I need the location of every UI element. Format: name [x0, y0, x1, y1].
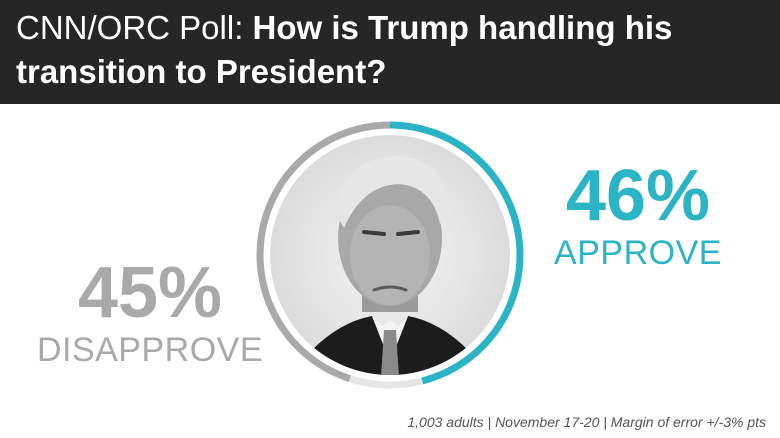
disapprove-label: DISAPPROVE: [36, 331, 264, 369]
remainder-arc: [348, 375, 424, 389]
portrait-photo: [270, 135, 510, 375]
approve-label: APPROVE: [554, 234, 722, 272]
disapprove-stat: 45% DISAPPROVE: [30, 255, 270, 369]
approve-stat: 46% APPROVE: [548, 158, 728, 272]
disapprove-arc: [256, 121, 391, 382]
chart-title: CNN/ORC Poll: How is Trump handling his …: [0, 0, 780, 104]
poll-source: CNN/ORC Poll:: [16, 9, 253, 46]
footnote: 1,003 adults | November 17-20 | Margin o…: [407, 414, 766, 430]
disapprove-value: 45%: [77, 253, 223, 333]
poll-question: How is Trump handling his transition to …: [16, 9, 673, 90]
donut-ring: [256, 121, 524, 389]
approve-arc: [389, 121, 524, 385]
approve-value: 46%: [565, 156, 711, 236]
